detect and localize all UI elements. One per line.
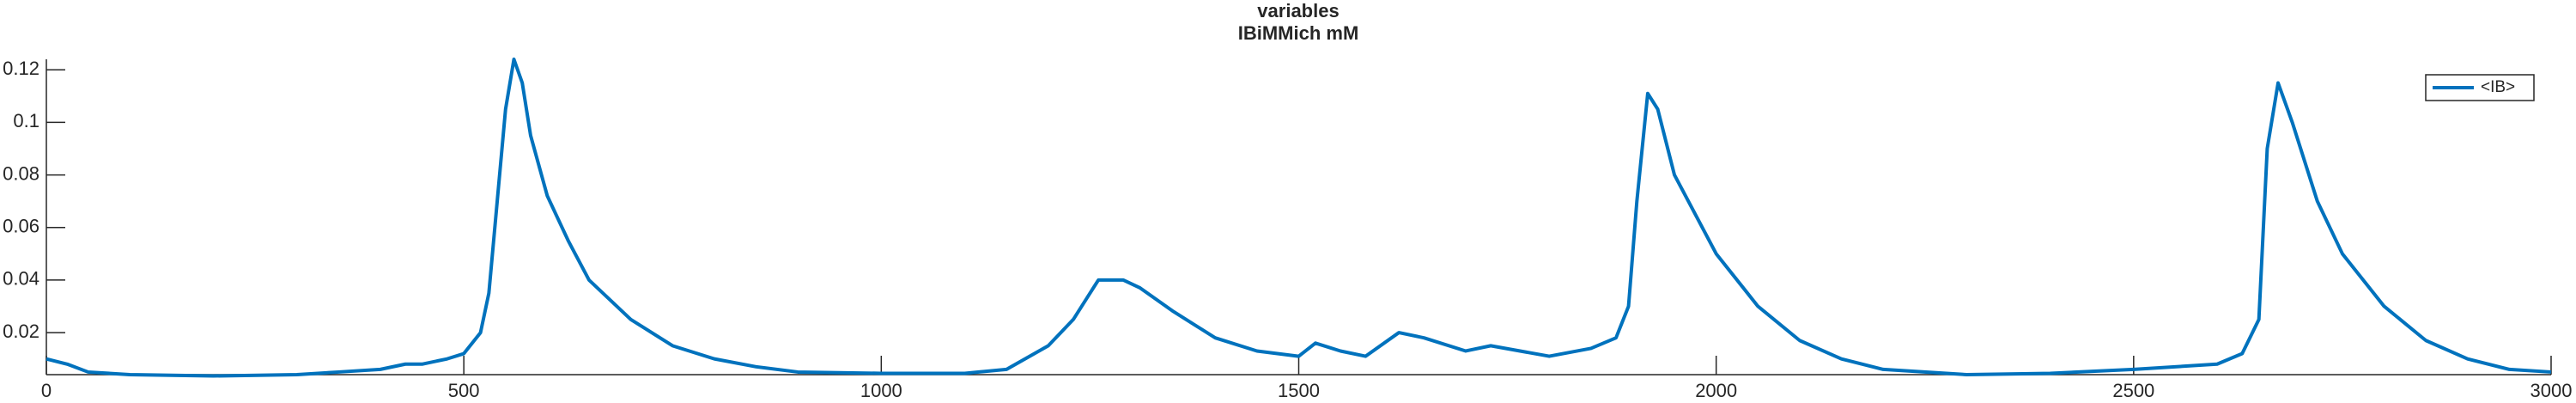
y-tick-label: 0.1: [13, 110, 39, 131]
x-tick-label: 0: [41, 380, 52, 401]
y-tick-label: 0.04: [3, 268, 39, 290]
x-tick-label: 2500: [2112, 380, 2154, 401]
plot-area: [46, 59, 2551, 375]
chart-subtitle: IBiMMich mM: [1238, 22, 1359, 44]
y-tick-label: 0.08: [3, 162, 39, 184]
y-tick-label: 0.12: [3, 58, 39, 79]
y-tick-label: 0.02: [3, 321, 39, 342]
line-series: [46, 58, 2552, 378]
chart-title: variables: [1257, 0, 1339, 21]
x-tick-label: 500: [448, 380, 480, 401]
x-tick-label: 1000: [860, 380, 902, 401]
legend-label: <IB>: [2481, 78, 2515, 96]
x-tick-label: 3000: [2530, 380, 2573, 401]
y-tick-label: 0.06: [3, 216, 39, 237]
x-tick-label: 1500: [1278, 380, 1320, 401]
x-tick-label: 2000: [1695, 380, 1737, 401]
